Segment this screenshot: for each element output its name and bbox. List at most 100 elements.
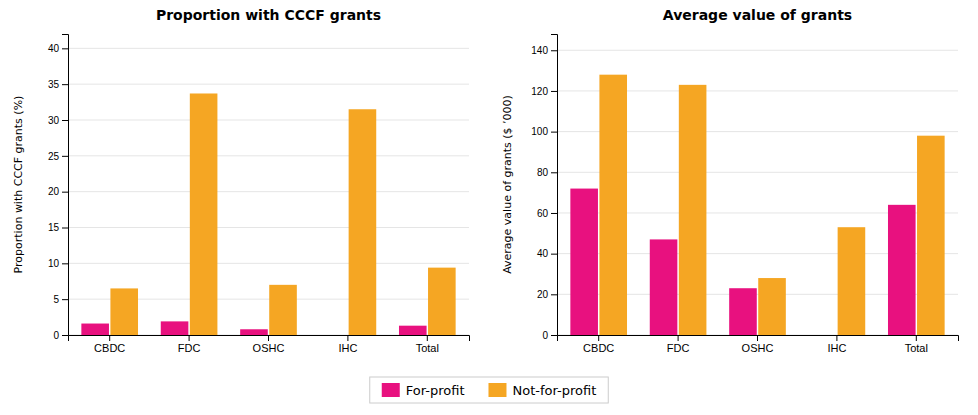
tick: Total (905, 335, 928, 354)
tick: 5 (53, 294, 68, 305)
legend-swatch (488, 383, 506, 397)
tick-label: CBDC (583, 342, 614, 354)
tick-mark (551, 213, 557, 214)
bar (599, 75, 627, 335)
tick-mark (62, 299, 68, 300)
tick: 35 (48, 79, 68, 90)
tick: OSHC (253, 335, 285, 354)
tick-label: OSHC (742, 342, 774, 354)
grid-line (68, 155, 469, 156)
bar (809, 335, 837, 336)
bar (428, 268, 456, 335)
tick-label: 40 (48, 43, 60, 54)
title: Proportion with CCCF grants (156, 7, 381, 23)
tick: 20 (537, 289, 557, 300)
tick: 120 (531, 86, 557, 97)
tick-label: 40 (537, 248, 549, 259)
bar (399, 326, 427, 335)
tick-label: Total (905, 342, 928, 354)
grid-line (68, 120, 469, 121)
tick: 25 (48, 151, 68, 162)
bar (110, 288, 138, 335)
tick-mark (347, 335, 348, 341)
tick: 0 (542, 330, 557, 341)
bar (190, 93, 218, 335)
tick-mark (916, 335, 917, 341)
legend-label: Not-for-profit (512, 383, 596, 398)
tick-label: 100 (531, 126, 548, 137)
tick: 15 (48, 222, 68, 233)
tick-label: 20 (537, 289, 549, 300)
axis-line (551, 35, 558, 336)
chart-root: 0 5 10 15 20 25 30 35 40 CBDC FDC OSHC IHC Total Propo… (0, 0, 978, 415)
tick-mark (62, 48, 68, 49)
tick-mark (551, 335, 557, 336)
bar (81, 324, 109, 335)
tick: 20 (48, 186, 68, 197)
tick-mark (268, 335, 269, 341)
tick-label: 60 (537, 208, 549, 219)
bar (838, 227, 866, 335)
grid-line (68, 227, 469, 228)
grid-line (68, 48, 469, 49)
bar (349, 109, 377, 335)
y-axis: 0 20 40 60 80 100 120 140 (531, 35, 557, 341)
axis-line (69, 336, 470, 342)
series (599, 75, 944, 335)
x-axis: CBDC FDC OSHC IHC Total (558, 335, 959, 354)
tick: 80 (537, 167, 557, 178)
tick-mark (551, 132, 557, 133)
bar (729, 288, 757, 335)
legend-item: For-profit (382, 383, 465, 398)
tick: OSHC (742, 335, 774, 354)
axis-title: Average value of grants ($ ’000) (501, 95, 514, 274)
tick: 0 (53, 330, 68, 341)
bars (81, 93, 455, 335)
bar (679, 85, 707, 335)
bar (320, 335, 348, 336)
bars (570, 75, 944, 335)
tick-mark (62, 335, 68, 336)
grid-line (68, 191, 469, 192)
axis-line (62, 35, 69, 336)
axis-line (558, 336, 959, 342)
tick-label: FDC (178, 342, 201, 354)
tick: 30 (48, 115, 68, 126)
tick-label: FDC (667, 342, 690, 354)
tick-mark (427, 335, 428, 341)
tick: FDC (178, 335, 201, 354)
tick: 40 (537, 248, 557, 259)
tick: CBDC (94, 335, 125, 354)
grid-line (68, 84, 469, 85)
tick: CBDC (583, 335, 614, 354)
tick-label: 0 (542, 330, 548, 341)
tick-label: 10 (48, 258, 60, 269)
title: Average value of grants (663, 7, 852, 23)
tick-mark (62, 228, 68, 229)
tick-mark (551, 50, 557, 51)
tick-mark (189, 335, 190, 341)
tick-label: IHC (827, 342, 846, 354)
tick-label: 25 (48, 151, 60, 162)
tick-label: Total (416, 342, 439, 354)
tick-mark (551, 172, 557, 173)
bar (888, 205, 916, 335)
tick-label: 30 (48, 115, 60, 126)
tick-label: 15 (48, 222, 60, 233)
tick-label: 35 (48, 79, 60, 90)
tick-mark (109, 335, 110, 341)
tick-mark (678, 335, 679, 341)
tick: 100 (531, 126, 557, 137)
tick-label: CBDC (94, 342, 125, 354)
grid (557, 50, 958, 335)
axis-title: Proportion with CCCF grants (%) (12, 96, 25, 274)
tick-mark (551, 254, 557, 255)
bar (240, 329, 268, 335)
x-axis: CBDC FDC OSHC IHC Total (69, 335, 470, 354)
tick-label: 140 (531, 45, 548, 56)
grid-line (557, 50, 958, 51)
panel: 0 20 40 60 80 100 120 140 CBDC FDC OSHC IHC Total Ave… (501, 7, 959, 354)
tick-label: IHC (338, 342, 357, 354)
tick: IHC (827, 335, 846, 354)
tick-mark (551, 91, 557, 92)
